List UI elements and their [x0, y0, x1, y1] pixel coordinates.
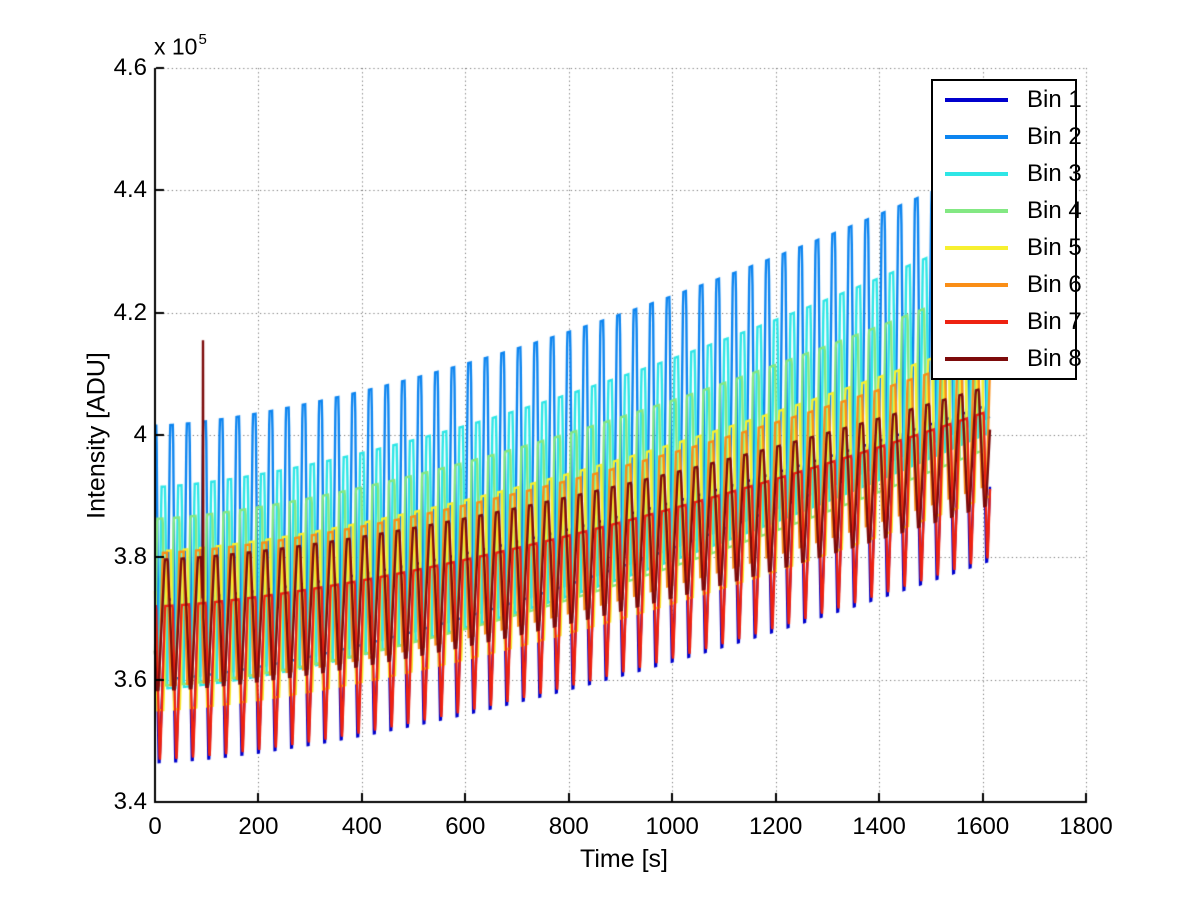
y-tick-label: 4.2 — [113, 298, 147, 326]
legend-item: Bin 7 — [933, 304, 1082, 340]
legend-label: Bin 1 — [1027, 85, 1082, 113]
y-tick-label: 3.6 — [113, 665, 147, 693]
legend-line-swatch — [945, 134, 1008, 139]
x-tick-label: 400 — [341, 813, 382, 840]
x-axis-label: Time [s] — [580, 845, 668, 873]
y-tick-label: 4.4 — [113, 176, 147, 204]
x-tick-label: 0 — [148, 813, 162, 840]
legend: Bin 1 Bin 2 Bin 3 Bin 4 Bin 5 Bin 6 Bin 7 Bin 8 — [931, 79, 1082, 380]
y-tick-label: 4 — [133, 421, 147, 448]
legend-line-swatch — [945, 246, 1008, 251]
x-tick-label: 1600 — [955, 813, 1010, 840]
x-tick-label: 600 — [445, 813, 486, 840]
legend-label: Bin 5 — [1027, 234, 1082, 262]
x-tick-label: 1800 — [1059, 813, 1113, 840]
legend-label: Bin 6 — [1027, 271, 1082, 299]
legend-item: Bin 2 — [933, 119, 1082, 155]
x-tick-label: 200 — [238, 813, 279, 840]
legend-label: Bin 2 — [1027, 122, 1082, 150]
x-tick-label: 1000 — [645, 813, 699, 840]
legend-line-swatch — [945, 97, 1008, 102]
legend-line-swatch — [945, 208, 1008, 213]
legend-line-swatch — [945, 283, 1008, 288]
y-tick-label: 3.8 — [113, 543, 147, 571]
legend-item: Bin 5 — [933, 230, 1082, 266]
legend-item: Bin 1 — [933, 82, 1082, 118]
y-axis-exponent-prefix: x 10 — [154, 33, 198, 60]
x-tick-label: 1400 — [852, 813, 906, 840]
y-tick-label: 4.6 — [113, 54, 147, 81]
legend-item: Bin 4 — [933, 193, 1082, 229]
y-tick-label: 3.4 — [113, 788, 147, 815]
legend-line-swatch — [945, 357, 1008, 362]
legend-item: Bin 6 — [933, 267, 1082, 303]
x-tick-label: 800 — [548, 813, 589, 840]
y-axis-exponent-power: 5 — [198, 31, 207, 48]
legend-label: Bin 4 — [1027, 196, 1082, 224]
legend-line-swatch — [945, 171, 1008, 176]
legend-item: Bin 8 — [933, 341, 1082, 377]
y-axis-exponent: x 105 — [154, 31, 207, 61]
x-tick-label: 1200 — [748, 813, 803, 840]
legend-label: Bin 7 — [1027, 308, 1082, 336]
legend-label: Bin 3 — [1027, 159, 1082, 187]
legend-line-swatch — [945, 320, 1008, 325]
legend-item: Bin 3 — [933, 156, 1082, 192]
legend-label: Bin 8 — [1027, 345, 1082, 373]
